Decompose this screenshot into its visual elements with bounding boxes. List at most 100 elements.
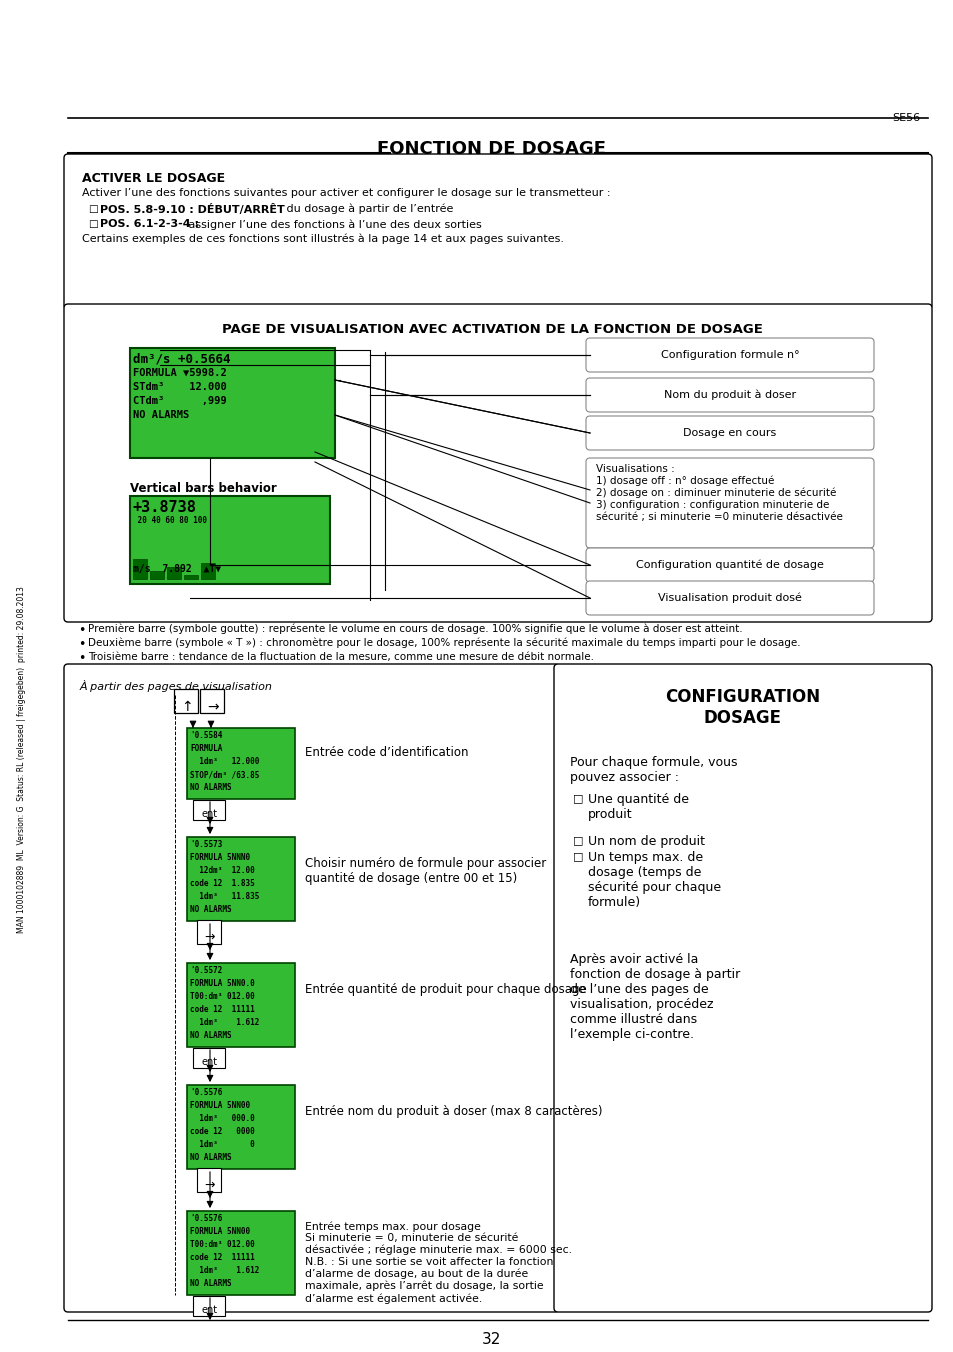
FancyBboxPatch shape	[193, 1048, 225, 1068]
Text: 12dm³  12.00: 12dm³ 12.00	[190, 867, 254, 875]
Text: •: •	[78, 652, 85, 665]
Text: NO ALARMS: NO ALARMS	[190, 1279, 232, 1288]
Text: Dosage en cours: Dosage en cours	[682, 429, 776, 438]
Text: Configuration quantité de dosage: Configuration quantité de dosage	[636, 560, 823, 571]
Text: 1dm³       0: 1dm³ 0	[190, 1140, 254, 1149]
Text: Troisième barre : tendance de la fluctuation de la mesure, comme une mesure de d: Troisième barre : tendance de la fluctua…	[88, 652, 594, 662]
Text: PAGE DE VISUALISATION AVEC ACTIVATION DE LA FONCTION DE DOSAGE: PAGE DE VISUALISATION AVEC ACTIVATION DE…	[221, 323, 761, 337]
Text: Vertical bars behavior: Vertical bars behavior	[130, 483, 276, 495]
Text: assigner l’une des fonctions à l’une des deux sorties: assigner l’une des fonctions à l’une des…	[185, 219, 481, 230]
Text: ent: ent	[202, 1057, 218, 1067]
Text: NO ALARMS: NO ALARMS	[190, 904, 232, 914]
Text: À partir des pages de visualisation: À partir des pages de visualisation	[80, 680, 273, 692]
Text: Première barre (symbole goutte) : représente le volume en cours de dosage. 100% : Première barre (symbole goutte) : représ…	[88, 625, 741, 634]
Text: NO ALARMS: NO ALARMS	[190, 1153, 232, 1161]
FancyBboxPatch shape	[173, 690, 198, 713]
Text: Visualisation produit dosé: Visualisation produit dosé	[658, 592, 801, 603]
Text: CONFIGURATION
DOSAGE: CONFIGURATION DOSAGE	[665, 688, 820, 727]
Text: POS. 6.1-2-3-4 :: POS. 6.1-2-3-4 :	[100, 219, 199, 228]
Text: FORMULA 5NN00: FORMULA 5NN00	[190, 1101, 250, 1110]
Text: Une quantité de
produit: Une quantité de produit	[587, 794, 688, 821]
Text: Deuxième barre (symbole « T ») : chronomètre pour le dosage, 100% représente la : Deuxième barre (symbole « T ») : chronom…	[88, 638, 800, 649]
Text: NO ALARMS: NO ALARMS	[190, 783, 232, 792]
Text: Un temps max. de
dosage (temps de
sécurité pour chaque
formule): Un temps max. de dosage (temps de sécuri…	[587, 850, 720, 909]
Text: FORMULA 5NN00: FORMULA 5NN00	[190, 1228, 250, 1236]
Bar	[167, 566, 181, 579]
Text: STOP/dm³ /63.85: STOP/dm³ /63.85	[190, 771, 259, 779]
Text: •: •	[78, 638, 85, 652]
Bar	[150, 571, 164, 579]
Text: 1dm³   12.000: 1dm³ 12.000	[190, 757, 259, 767]
Text: STdm³    12.000: STdm³ 12.000	[132, 383, 227, 392]
Text: □: □	[88, 219, 97, 228]
Text: Pour chaque formule, vous
pouvez associer :: Pour chaque formule, vous pouvez associe…	[569, 756, 737, 784]
FancyBboxPatch shape	[130, 496, 330, 584]
Bar	[201, 562, 214, 579]
Text: 20 40 60 80 100: 20 40 60 80 100	[132, 516, 207, 525]
Text: Entrée quantité de produit pour chaque dosage: Entrée quantité de produit pour chaque d…	[305, 983, 586, 996]
Text: '0.5573: '0.5573	[190, 840, 222, 849]
Text: code 12  11111: code 12 11111	[190, 1005, 254, 1014]
Text: □: □	[573, 850, 583, 861]
Text: →: →	[207, 700, 218, 714]
Text: T00:dm³ 012.00: T00:dm³ 012.00	[190, 1240, 254, 1249]
FancyBboxPatch shape	[187, 727, 294, 799]
Text: 1dm³    1.612: 1dm³ 1.612	[190, 1265, 259, 1275]
FancyBboxPatch shape	[196, 1168, 221, 1192]
Text: FORMULA 5NNN0: FORMULA 5NNN0	[190, 853, 250, 863]
Text: FORMULA 5NN0.0: FORMULA 5NN0.0	[190, 979, 254, 988]
FancyBboxPatch shape	[64, 154, 931, 310]
Text: Configuration formule n°: Configuration formule n°	[660, 350, 799, 360]
Text: m/s  7.892  ▲T▼: m/s 7.892 ▲T▼	[132, 564, 221, 575]
FancyBboxPatch shape	[585, 379, 873, 412]
Text: Choisir numéro de formule pour associer
quantité de dosage (entre 00 et 15): Choisir numéro de formule pour associer …	[305, 857, 546, 886]
Text: NO ALARMS: NO ALARMS	[190, 1032, 232, 1040]
Text: CTdm³      ,999: CTdm³ ,999	[132, 396, 227, 406]
Text: 32: 32	[482, 1332, 501, 1347]
FancyBboxPatch shape	[64, 304, 931, 622]
Text: →: →	[205, 1179, 215, 1192]
Text: Entrée temps max. pour dosage
Si minuterie = 0, minuterie de sécurité
désactivée: Entrée temps max. pour dosage Si minuter…	[305, 1221, 572, 1303]
Text: dm³/s +0.5664: dm³/s +0.5664	[132, 352, 231, 365]
Text: ACTIVER LE DOSAGE: ACTIVER LE DOSAGE	[82, 172, 225, 185]
Text: FONCTION DE DOSAGE: FONCTION DE DOSAGE	[377, 141, 606, 158]
FancyBboxPatch shape	[187, 837, 294, 921]
Text: '0.5576: '0.5576	[190, 1214, 222, 1224]
Text: '0.5584: '0.5584	[190, 731, 222, 740]
Text: T00:dm³ 012.00: T00:dm³ 012.00	[190, 992, 254, 1000]
Text: code 12  1.835: code 12 1.835	[190, 879, 254, 888]
Text: □: □	[88, 204, 97, 214]
Text: 1dm³   000.0: 1dm³ 000.0	[190, 1114, 254, 1124]
Text: Entrée code d’identification: Entrée code d’identification	[305, 746, 468, 758]
Text: Visualisations :
1) dosage off : n° dosage effectué
2) dosage on : diminuer minu: Visualisations : 1) dosage off : n° dosa…	[596, 464, 842, 522]
Text: ent: ent	[202, 1305, 218, 1315]
Text: FORMULA: FORMULA	[190, 744, 222, 753]
Text: FORMULA ▼5998.2: FORMULA ▼5998.2	[132, 368, 227, 379]
Text: Activer l’une des fonctions suivantes pour activer et configurer le dosage sur l: Activer l’une des fonctions suivantes po…	[82, 188, 610, 197]
Text: □: □	[573, 836, 583, 845]
Text: Entrée nom du produit à doser (max 8 caractères): Entrée nom du produit à doser (max 8 car…	[305, 1105, 602, 1118]
FancyBboxPatch shape	[585, 416, 873, 450]
Text: 1dm³   11.835: 1dm³ 11.835	[190, 892, 259, 900]
Text: code 12   0000: code 12 0000	[190, 1128, 254, 1136]
FancyBboxPatch shape	[585, 581, 873, 615]
Text: +3.8738: +3.8738	[132, 500, 196, 515]
Text: '0.5572: '0.5572	[190, 965, 222, 975]
Text: '0.5576: '0.5576	[190, 1088, 222, 1096]
Bar	[132, 558, 147, 579]
Text: MAN 1000102889  ML  Version: G  Status: RL (released | freigegeben)  printed: 29: MAN 1000102889 ML Version: G Status: RL …	[17, 587, 27, 933]
Text: NO ALARMS: NO ALARMS	[132, 410, 189, 420]
FancyBboxPatch shape	[554, 664, 931, 1311]
FancyBboxPatch shape	[130, 347, 335, 458]
Text: Nom du produit à doser: Nom du produit à doser	[663, 389, 795, 400]
FancyBboxPatch shape	[585, 338, 873, 372]
FancyBboxPatch shape	[200, 690, 224, 713]
Text: Certains exemples de ces fonctions sont illustrés à la page 14 et aux pages suiv: Certains exemples de ces fonctions sont …	[82, 234, 563, 245]
FancyBboxPatch shape	[64, 664, 558, 1311]
Text: •: •	[78, 625, 85, 637]
FancyBboxPatch shape	[193, 800, 225, 821]
FancyBboxPatch shape	[187, 1211, 294, 1295]
Text: POS. 5.8-9.10 : DÉBUT/ARRÊT: POS. 5.8-9.10 : DÉBUT/ARRÊT	[100, 204, 284, 215]
Text: □: □	[573, 794, 583, 803]
Text: ↑: ↑	[181, 700, 193, 714]
